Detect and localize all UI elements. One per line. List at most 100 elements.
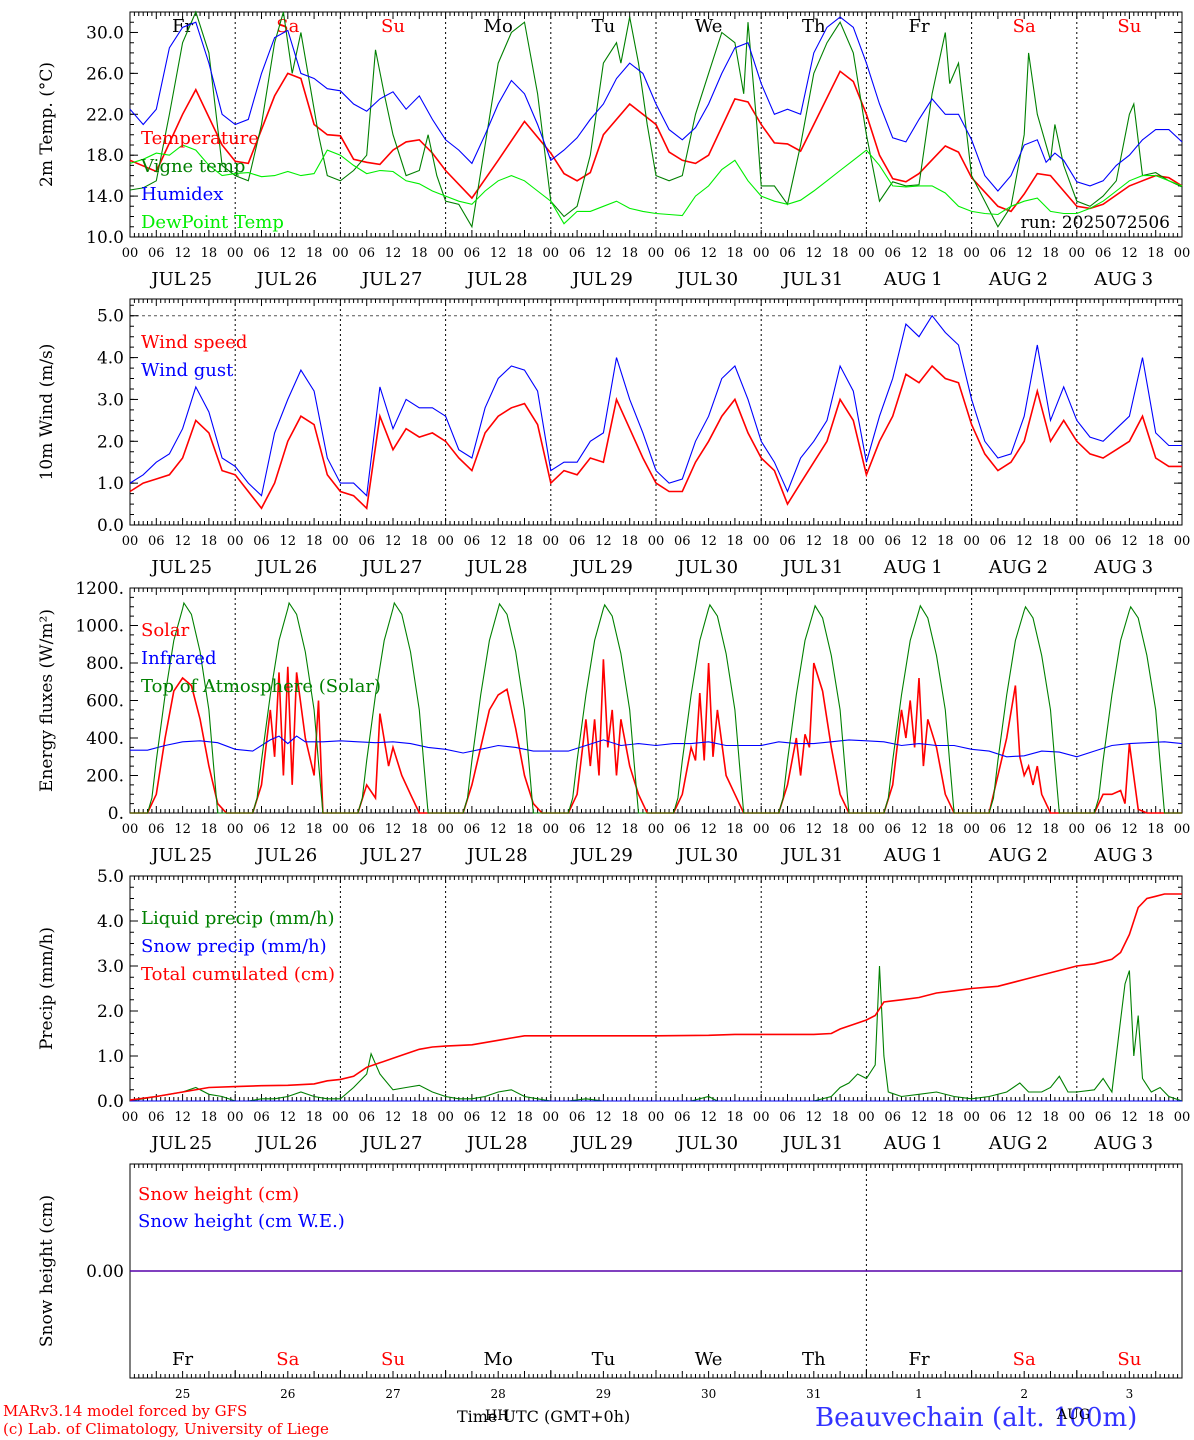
y-axis-label: 2m Temp. (°C) bbox=[37, 62, 57, 187]
day-name: Mo bbox=[484, 1349, 513, 1370]
hour-tick-label: 00 bbox=[963, 1110, 980, 1125]
date-label-day: 27 bbox=[400, 845, 423, 866]
date-label-day: 29 bbox=[610, 269, 633, 290]
day-number: 28 bbox=[491, 1387, 506, 1401]
hour-tick-label: 12 bbox=[911, 534, 928, 549]
date-label-month: AUG bbox=[988, 845, 1032, 866]
hour-tick-label: 12 bbox=[700, 534, 717, 549]
date-label-day: 30 bbox=[715, 269, 738, 290]
hour-tick-label: 00 bbox=[1069, 1110, 1086, 1125]
y-tick-label: 600. bbox=[86, 692, 124, 712]
date-label-month: JUL bbox=[360, 557, 396, 578]
y-axis-label: Energy fluxes (W/m²) bbox=[37, 609, 57, 792]
hour-tick-label: 00 bbox=[543, 1110, 560, 1125]
date-label-day: 28 bbox=[505, 845, 528, 866]
day-number: 29 bbox=[596, 1387, 611, 1401]
hour-tick-label: 18 bbox=[516, 822, 533, 837]
hour-tick-label: 00 bbox=[437, 246, 454, 261]
hour-tick-label: 00 bbox=[1174, 534, 1191, 549]
hour-tick-label: 12 bbox=[490, 822, 507, 837]
hour-tick-label: 06 bbox=[148, 246, 165, 261]
y-tick-label: 1000. bbox=[75, 617, 124, 637]
date-label-day: 2 bbox=[1036, 269, 1047, 290]
y-tick-label: 26.0 bbox=[86, 64, 124, 84]
hour-tick-label: 18 bbox=[937, 1110, 954, 1125]
date-label-month: JUL bbox=[255, 557, 291, 578]
x-ticks bbox=[129, 299, 1183, 525]
y-tick-label: 14.0 bbox=[86, 187, 124, 207]
hour-tick-label: 12 bbox=[174, 246, 191, 261]
day-name: Tu bbox=[592, 16, 616, 37]
day-name: Fr bbox=[908, 16, 929, 37]
hour-tick-label: 06 bbox=[464, 246, 481, 261]
hour-tick-label: 00 bbox=[858, 822, 875, 837]
hour-tick-label: 00 bbox=[122, 1110, 139, 1125]
date-label-month: JUL bbox=[570, 557, 606, 578]
date-label-day: 29 bbox=[610, 845, 633, 866]
y-tick-label: 5.0 bbox=[97, 867, 124, 887]
x-ticks bbox=[129, 588, 1183, 813]
hour-tick-label: 12 bbox=[1121, 534, 1138, 549]
date-label-month: JUL bbox=[255, 1133, 291, 1154]
y-axis-label: 10m Wind (m/s) bbox=[37, 344, 57, 481]
y-tick-label: 3.0 bbox=[97, 390, 124, 410]
hour-tick-label: 00 bbox=[332, 246, 349, 261]
date-label-day: 26 bbox=[294, 1133, 317, 1154]
day-number: 1 bbox=[915, 1387, 923, 1401]
date-label-month: AUG bbox=[883, 269, 927, 290]
day-name: Su bbox=[1117, 16, 1141, 37]
hour-tick-label: 06 bbox=[884, 246, 901, 261]
date-label-day: 26 bbox=[294, 269, 317, 290]
y-tick-label: 18.0 bbox=[86, 146, 124, 166]
hour-tick-label: 18 bbox=[516, 534, 533, 549]
hour-tick-label: 06 bbox=[569, 246, 586, 261]
hour-tick-label: 18 bbox=[1147, 246, 1164, 261]
date-label-month: JUL bbox=[149, 557, 185, 578]
day-name: We bbox=[695, 1349, 723, 1370]
hour-tick-label: 12 bbox=[385, 534, 402, 549]
hour-tick-label: 18 bbox=[306, 822, 323, 837]
hour-tick-label: 12 bbox=[280, 534, 297, 549]
date-label-day: 1 bbox=[931, 845, 942, 866]
hour-tick-label: 12 bbox=[700, 1110, 717, 1125]
date-label-month: JUL bbox=[360, 845, 396, 866]
hour-tick-label: 12 bbox=[806, 1110, 823, 1125]
date-label-month: AUG bbox=[1093, 1133, 1137, 1154]
hour-tick-label: 00 bbox=[858, 246, 875, 261]
date-label-month: JUL bbox=[465, 557, 501, 578]
legend-entry: Wind gust bbox=[141, 360, 234, 381]
hour-tick-label: 18 bbox=[727, 534, 744, 549]
hour-tick-label: 06 bbox=[358, 246, 375, 261]
y-axis-label: Snow height (cm) bbox=[37, 1195, 57, 1347]
run-label: run: 2025072506 bbox=[1021, 213, 1170, 233]
date-label-month: AUG bbox=[988, 269, 1032, 290]
legend-entry: Infrared bbox=[141, 648, 216, 669]
y-minor-ticks bbox=[130, 11, 1182, 238]
hour-tick-label: 18 bbox=[201, 1110, 218, 1125]
day-name: Su bbox=[1117, 1349, 1141, 1370]
hour-tick-label: 06 bbox=[253, 534, 270, 549]
hour-tick-label: 00 bbox=[1069, 246, 1086, 261]
y-tick-label: 22.0 bbox=[86, 105, 124, 125]
date-label-month: JUL bbox=[781, 269, 817, 290]
hour-tick-label: 06 bbox=[674, 1110, 691, 1125]
hour-tick-label: 06 bbox=[779, 246, 796, 261]
date-label-day: 1 bbox=[931, 1133, 942, 1154]
hour-tick-label: 18 bbox=[621, 1110, 638, 1125]
hour-tick-label: 06 bbox=[1095, 1110, 1112, 1125]
date-label-day: 25 bbox=[189, 1133, 212, 1154]
y-tick-label: 1.0 bbox=[97, 474, 124, 494]
hour-tick-label: 12 bbox=[385, 246, 402, 261]
day-name: Su bbox=[381, 16, 405, 37]
series-line-dewpoint-temp bbox=[129, 144, 1183, 225]
hour-tick-label: 18 bbox=[621, 822, 638, 837]
day-name: Th bbox=[802, 1349, 826, 1370]
day-name: Fr bbox=[172, 16, 193, 37]
y-tick-label: 30.0 bbox=[86, 23, 124, 43]
day-number: 26 bbox=[280, 1387, 295, 1401]
legend-entry: Total cumulated (cm) bbox=[141, 964, 335, 985]
panel-2m-temp-c: 10.0 14.0 18.0 22.0 26.0 30.0 2m Temp. (°C) 00 0… bbox=[37, 10, 1190, 290]
y-tick-label: 4.0 bbox=[97, 912, 124, 932]
hour-tick-label: 06 bbox=[464, 534, 481, 549]
hour-tick-label: 06 bbox=[884, 534, 901, 549]
